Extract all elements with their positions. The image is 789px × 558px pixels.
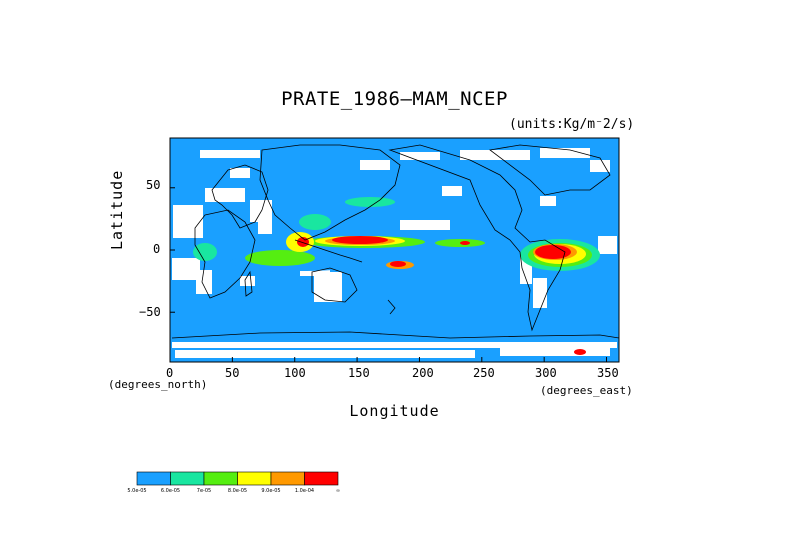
colorbar-swatch	[170, 471, 205, 486]
precipitation-bands	[193, 197, 600, 355]
y-tick-label: −50	[139, 305, 161, 319]
missing-data-regions	[172, 148, 617, 358]
colorbar-label: 9.0e-05	[261, 488, 280, 494]
units-label: (units:Kg/m⁻2/s)	[509, 117, 635, 132]
colorbar-label: ∞	[336, 488, 340, 494]
x-tick-label: 100	[284, 366, 306, 380]
colorbar-label: 6.0e-05	[161, 488, 180, 494]
x-tick-label: 150	[348, 366, 370, 380]
colorbar-label: 5.0e-05	[127, 488, 146, 494]
x-tick-label: 200	[412, 366, 434, 380]
colorbar-swatch	[270, 471, 305, 486]
x-tick-label: 250	[473, 366, 495, 380]
x-tick-label: 300	[535, 366, 557, 380]
x-unit-label: (degrees_east)	[540, 384, 633, 397]
colorbar-swatch	[304, 471, 339, 486]
colorbar-swatch	[237, 471, 272, 486]
x-tick-label: 0	[166, 366, 174, 380]
axis-ticks	[169, 187, 608, 362]
x-tick-label: 50	[225, 366, 240, 380]
y-unit-label: (degrees_north)	[108, 378, 208, 391]
colorbar	[136, 471, 339, 486]
colorbar-label: 8.0e-05	[228, 488, 247, 494]
colorbar-labels: 5.0e-05 6.0e-05 7e-05 8.0e-05 9.0e-05 1.0e-04…	[127, 488, 340, 494]
y-tick-label: 0	[153, 242, 161, 256]
colorbar-label: 1.0e-04	[295, 488, 314, 494]
x-axis-label: Longitude	[349, 402, 440, 420]
colorbar-label: 7e-05	[197, 488, 211, 494]
colorbar-swatch	[136, 471, 171, 486]
coastlines	[171, 144, 620, 339]
y-tick-label: 50	[146, 178, 161, 192]
colorbar-swatch	[203, 471, 238, 486]
map-title: PRATE_1986—MAM_NCEP	[281, 88, 508, 110]
x-tick-label: 350	[597, 366, 619, 380]
